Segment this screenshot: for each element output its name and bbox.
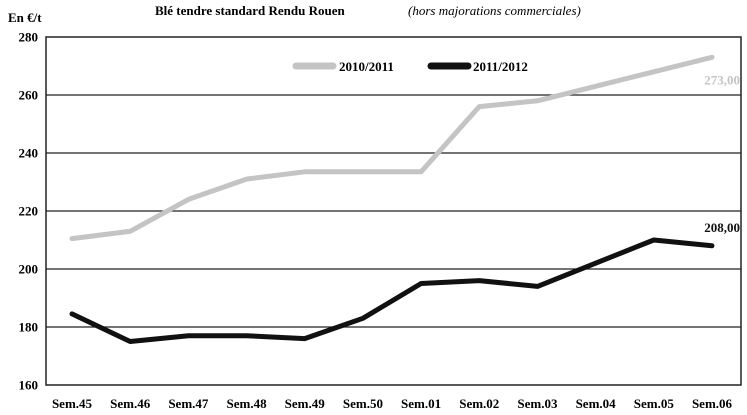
y-tick-label: 240 — [19, 146, 39, 161]
data-point — [186, 333, 191, 338]
data-point — [651, 238, 656, 242]
x-tick-label: Sem.06 — [692, 396, 733, 411]
x-tick-label: Sem.01 — [401, 396, 441, 411]
x-tick-label: Sem.04 — [576, 396, 617, 411]
chart-title: Blé tendre standard Rendu Rouen — [155, 3, 346, 18]
chart-subtitle: (hors majorations commerciales) — [408, 3, 581, 18]
x-tick-label: Sem.48 — [226, 396, 267, 411]
end-value-label: 273,00 — [704, 72, 740, 87]
data-point — [128, 229, 133, 234]
data-point — [128, 339, 133, 344]
data-point — [70, 311, 74, 316]
data-point — [302, 169, 307, 174]
data-point — [477, 104, 482, 109]
end-value-label: 208,00 — [704, 220, 740, 235]
data-point — [535, 98, 540, 103]
series-lines: 273,00 208,00 — [69, 54, 740, 344]
data-point — [710, 243, 714, 248]
legend-label-2011-2012: 2011/2012 — [473, 59, 528, 74]
data-point — [419, 169, 424, 174]
data-point — [186, 197, 191, 202]
x-tick-label: Sem.02 — [459, 396, 499, 411]
y-tick-label: 260 — [19, 88, 39, 103]
data-point — [477, 278, 482, 283]
y-tick-label: 220 — [19, 204, 39, 219]
x-tick-label: Sem.03 — [517, 396, 558, 411]
grid-lines — [46, 94, 741, 328]
data-point — [651, 69, 656, 74]
y-tick-label: 280 — [19, 30, 39, 45]
data-point — [244, 333, 249, 338]
data-point — [360, 169, 365, 174]
y-tick-label: 200 — [19, 262, 39, 277]
y-tick-label: 180 — [19, 320, 39, 335]
data-point — [535, 284, 540, 289]
plot-frame — [45, 36, 742, 386]
x-tick-label: Sem.45 — [52, 396, 93, 411]
data-point — [710, 55, 714, 60]
series-line-2010-2011 — [69, 54, 715, 242]
series-line-2011-2012 — [69, 237, 715, 344]
x-tick-label: Sem.47 — [168, 396, 209, 411]
x-tick-label: Sem.50 — [343, 396, 383, 411]
y-axis-label: En €/t — [8, 10, 42, 25]
x-tick-label: Sem.49 — [285, 396, 326, 411]
x-tick-label: Sem.05 — [634, 396, 675, 411]
legend: 2010/2011 2011/2012 — [292, 59, 528, 74]
legend-label-2010-2011: 2010/2011 — [339, 59, 394, 74]
y-tick-label: 160 — [19, 378, 39, 393]
data-point — [244, 177, 249, 182]
data-point — [419, 281, 424, 286]
data-point — [302, 336, 307, 341]
y-tick-labels: 160 180 200 220 240 260 280 — [19, 30, 39, 393]
x-tick-label: Sem.46 — [110, 396, 151, 411]
data-point — [70, 236, 74, 241]
data-point — [593, 261, 598, 266]
x-tick-labels: Sem.45 Sem.46 Sem.47 Sem.48 Sem.49 Sem.50 Sem.… — [52, 396, 733, 411]
data-point — [593, 84, 598, 89]
data-point — [360, 316, 365, 321]
